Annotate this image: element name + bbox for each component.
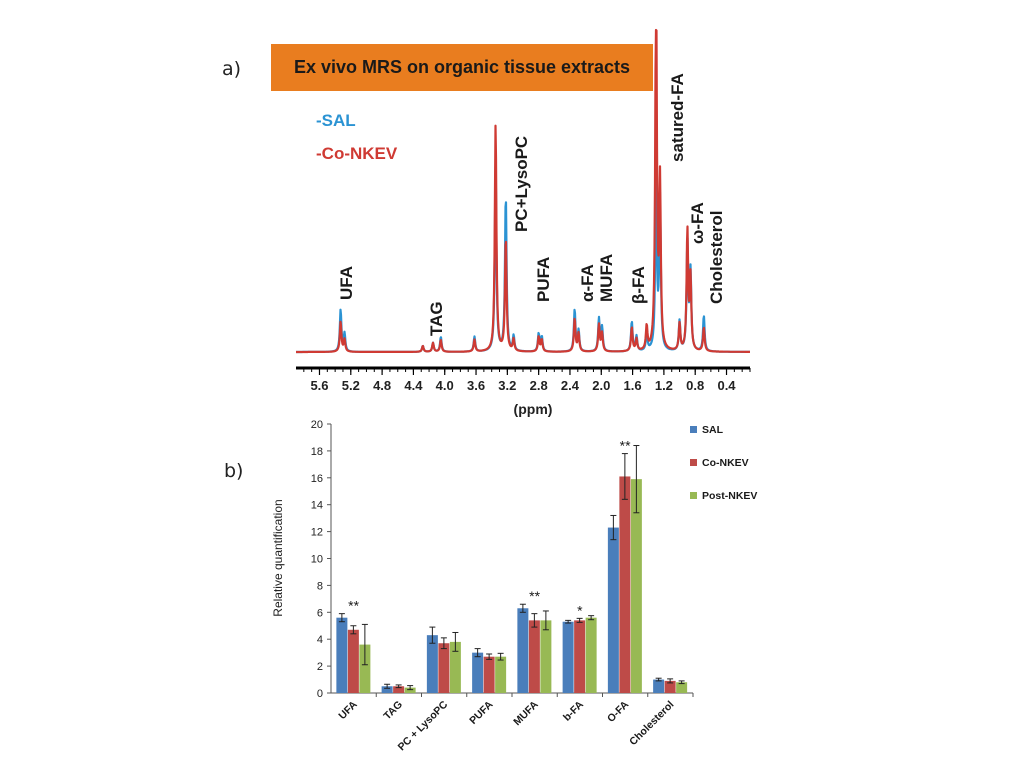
bar bbox=[607, 527, 619, 693]
x-tick-label: 5.6 bbox=[310, 378, 328, 393]
x-tick-label: 0.4 bbox=[717, 378, 736, 393]
peak-annotation: PC+LysoPC bbox=[512, 136, 531, 232]
y-tick-label: 2 bbox=[317, 661, 323, 673]
bar bbox=[517, 608, 529, 693]
bar bbox=[438, 643, 450, 693]
bar bbox=[664, 680, 676, 693]
bar bbox=[630, 479, 642, 693]
significance-marker: * bbox=[577, 602, 583, 618]
legend-swatch bbox=[690, 492, 697, 499]
bar bbox=[359, 644, 371, 693]
spectrum-line-co-nkev bbox=[295, 28, 751, 354]
x-tick-label: 2.8 bbox=[530, 378, 548, 393]
significance-marker: ** bbox=[620, 438, 631, 454]
bar bbox=[393, 686, 405, 693]
y-tick-label: 20 bbox=[311, 419, 323, 431]
x-tick-label: O-FA bbox=[605, 698, 632, 725]
peak-annotation: β-FA bbox=[629, 266, 648, 304]
legend-label: SAL bbox=[702, 424, 724, 436]
legend-swatch bbox=[690, 459, 697, 466]
x-axis-title: (ppm) bbox=[514, 401, 553, 417]
x-tick-label: 4.4 bbox=[404, 378, 423, 393]
y-tick-label: 14 bbox=[311, 500, 323, 512]
y-tick-label: 10 bbox=[311, 554, 323, 566]
peak-annotation: ω-FA bbox=[688, 202, 707, 244]
x-tick-label: 1.2 bbox=[655, 378, 673, 393]
spectrum-legend-0: -SAL bbox=[316, 111, 356, 130]
x-tick-label: 2.4 bbox=[561, 378, 580, 393]
panel-a-label: a) bbox=[222, 58, 242, 80]
x-tick-label: 4.8 bbox=[373, 378, 391, 393]
bar bbox=[653, 679, 665, 693]
peak-annotation: PUFA bbox=[534, 257, 553, 302]
y-tick-label: 4 bbox=[317, 634, 323, 646]
peak-annotation: Cholesterol bbox=[707, 210, 726, 304]
bar bbox=[540, 620, 552, 693]
x-tick-label: UFA bbox=[336, 698, 360, 722]
panel-b-label: b) bbox=[224, 460, 244, 482]
y-tick-label: 0 bbox=[317, 688, 323, 700]
bar bbox=[574, 620, 586, 693]
peak-annotation: α-FA bbox=[578, 264, 597, 302]
y-tick-label: 18 bbox=[311, 446, 323, 458]
peak-annotation: MUFA bbox=[597, 254, 616, 302]
peak-annotation: TAG bbox=[427, 301, 446, 336]
bar bbox=[528, 620, 540, 693]
y-axis-title: Relative quantification bbox=[271, 499, 285, 616]
bar bbox=[449, 641, 461, 693]
bar bbox=[585, 617, 597, 693]
legend-swatch bbox=[690, 426, 697, 433]
y-tick-label: 8 bbox=[317, 580, 323, 592]
bar bbox=[336, 617, 348, 693]
x-tick-label: MUFA bbox=[511, 698, 541, 728]
bar bbox=[483, 656, 495, 693]
spectrum-title-banner: Ex vivo MRS on organic tissue extracts bbox=[271, 44, 653, 91]
x-tick-label: b-FA bbox=[561, 698, 586, 723]
spectrum-legend-1: -Co-NKEV bbox=[316, 144, 398, 163]
significance-marker: ** bbox=[348, 598, 359, 614]
bar bbox=[381, 686, 393, 693]
x-tick-label: 5.2 bbox=[342, 378, 360, 393]
x-tick-label: PUFA bbox=[467, 698, 496, 727]
legend-label: Post-NKEV bbox=[702, 490, 757, 502]
bar bbox=[676, 682, 688, 693]
x-tick-label: TAG bbox=[381, 699, 405, 723]
y-tick-label: 12 bbox=[311, 527, 323, 539]
y-tick-label: 6 bbox=[317, 607, 323, 619]
bar bbox=[347, 629, 359, 693]
y-tick-label: 16 bbox=[311, 473, 323, 485]
nmr-spectrum-chart: 5.6 5.2 4.8 4.4 4.0 3.6 3.2 2.8 2.4 2.0 1.6 1.2 0.8 0… bbox=[295, 28, 751, 417]
x-tick-label: 2.0 bbox=[592, 378, 610, 393]
x-tick-label: 3.2 bbox=[498, 378, 516, 393]
bar bbox=[495, 656, 507, 693]
x-tick-label: 4.0 bbox=[436, 378, 454, 393]
x-tick-label: 0.8 bbox=[686, 378, 704, 393]
peak-annotation: satured-FA bbox=[668, 73, 687, 162]
bar bbox=[619, 476, 631, 693]
bar bbox=[426, 635, 438, 693]
bar bbox=[562, 621, 574, 693]
bar bbox=[404, 687, 416, 693]
x-tick-label: Cholesterol bbox=[627, 699, 676, 748]
spectrum-title: Ex vivo MRS on organic tissue extracts bbox=[293, 57, 631, 77]
significance-marker: ** bbox=[529, 588, 540, 604]
x-tick-label: 1.6 bbox=[624, 378, 642, 393]
bar bbox=[472, 652, 484, 693]
legend-label: Co-NKEV bbox=[702, 457, 749, 469]
peak-annotation: UFA bbox=[337, 266, 356, 300]
x-tick-label: 3.6 bbox=[467, 378, 485, 393]
